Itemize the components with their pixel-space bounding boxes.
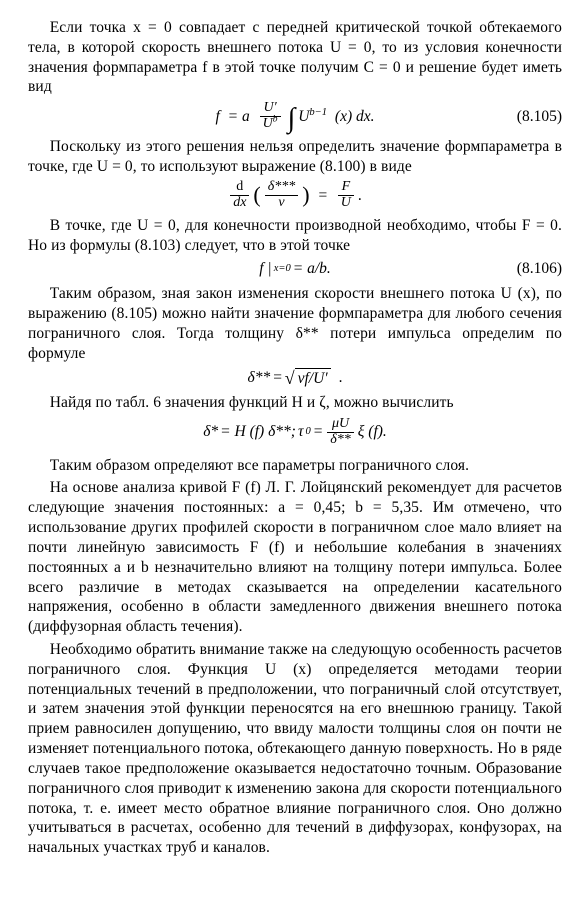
- paragraph-7: На основе анализа кривой F (f) Л. Г. Лой…: [28, 478, 562, 637]
- paragraph-3: В точке, где U = 0, для конечности произ…: [28, 216, 562, 256]
- paragraph-5: Найдя по табл. 6 значения функций H и ζ,…: [28, 393, 562, 413]
- equation-8-105: f = a U′ Ub ∫ Ub−1 (x) dx. (8.105): [28, 101, 562, 131]
- paragraph-8: Необходимо обратить внимание также на сл…: [28, 640, 562, 858]
- paragraph-2: Поскольку из этого решения нельзя опреде…: [28, 137, 562, 177]
- equation-8-100-form: d dx ( δ*** ν ) = F U .: [28, 180, 562, 210]
- equation-delta-star-star: δ** = √νf/U′ .: [28, 368, 562, 389]
- equation-number: (8.105): [517, 107, 562, 127]
- equation-delta-tau: δ* = H (f) δ**; τ0 = μU δ** ξ (f).: [28, 417, 562, 447]
- equation-8-106: f |x=0 = a/b. (8.106): [28, 259, 562, 279]
- paragraph-4: Таким образом, зная закон изменения скор…: [28, 284, 562, 363]
- paragraph-6: Таким образом определяют все параметры п…: [28, 456, 562, 476]
- paragraph-1: Если точка x = 0 совпадает с передней кр…: [28, 18, 562, 97]
- equation-number: (8.106): [517, 259, 562, 279]
